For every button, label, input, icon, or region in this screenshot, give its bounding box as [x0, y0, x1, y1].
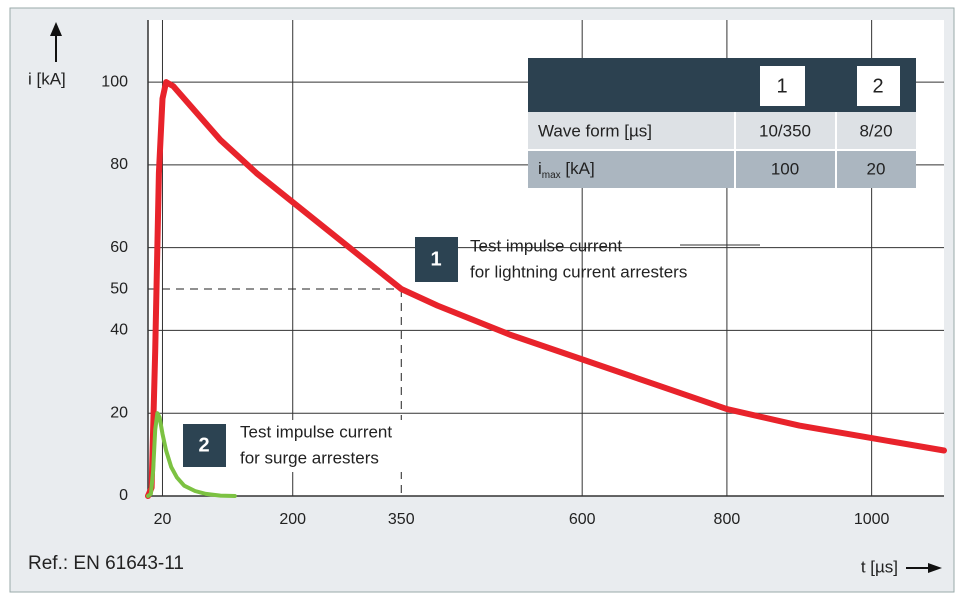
- annotation-badge: [415, 237, 458, 282]
- table-cell: 100: [771, 159, 799, 178]
- table-row-label: imax [kA]: [538, 159, 595, 180]
- x-tick-label: 200: [279, 511, 306, 528]
- table-cell: 8/20: [859, 121, 892, 140]
- x-tick-label: 600: [569, 511, 596, 528]
- annotation-text: for surge arresters: [240, 448, 379, 467]
- y-tick-label: 80: [110, 156, 128, 173]
- annotation-bg: [228, 420, 420, 472]
- y-tick-label: 60: [110, 239, 128, 256]
- x-tick-label: 20: [154, 511, 172, 528]
- x-arrow-head: [928, 563, 942, 573]
- x-tick-label: 350: [388, 511, 415, 528]
- symbol: i: [538, 159, 542, 178]
- table-header-cell: [857, 66, 900, 106]
- table-cell: 20: [867, 159, 886, 178]
- y-tick-label: 40: [110, 322, 128, 339]
- annotation-text: for lightning current arresters: [470, 262, 687, 281]
- y-arrow-head: [50, 22, 62, 36]
- x-axis-label: t [µs]: [861, 557, 898, 576]
- y-axis-label: i [kA]: [28, 69, 66, 88]
- y-tick-label: 0: [119, 487, 128, 504]
- annotation-badge: [183, 424, 226, 467]
- table-cell: 10/350: [759, 121, 811, 140]
- reference-note: Ref.: EN 61643-11: [28, 553, 184, 574]
- series-line: [145, 79, 947, 499]
- table-row: [528, 112, 916, 150]
- annotation-badge-label: 2: [198, 434, 209, 456]
- table-row: [528, 150, 916, 188]
- y-tick-label: 100: [101, 73, 128, 90]
- table-header-label: 1: [776, 75, 787, 97]
- table-header-label: 2: [872, 75, 883, 97]
- annotation-text: Test impulse current: [240, 422, 392, 441]
- y-tick-label: 20: [110, 404, 128, 421]
- annotation-badge-label: 1: [430, 248, 441, 270]
- table-row-label: Wave form [µs]: [538, 121, 652, 140]
- annotation-text: Test impulse current: [470, 236, 622, 255]
- x-tick-label: 1000: [854, 511, 890, 528]
- table-header-cell: [760, 66, 805, 106]
- series-line: [146, 411, 237, 498]
- table-header: [528, 58, 916, 112]
- y-tick-label: 50: [110, 280, 128, 297]
- unit: [kA]: [561, 159, 595, 178]
- subscript: max: [542, 170, 561, 181]
- x-tick-label: 800: [714, 511, 741, 528]
